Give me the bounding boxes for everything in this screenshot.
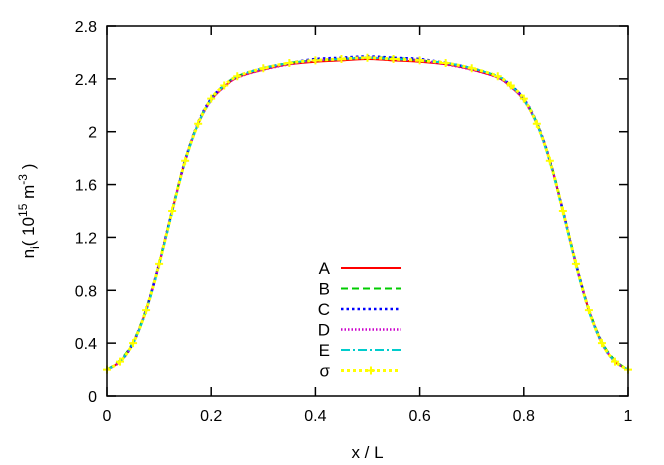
- y-tick-label: 1.2: [75, 230, 97, 247]
- y-label-subscript: i: [28, 246, 42, 249]
- data-point-marker: [311, 56, 320, 65]
- data-point-marker: [441, 59, 450, 67]
- legend-label: D: [318, 321, 330, 340]
- y-tick-label: 0: [88, 389, 97, 406]
- data-point-marker: [207, 94, 216, 103]
- data-point-marker: [129, 339, 138, 348]
- data-point-marker: [389, 55, 398, 64]
- y-tick-label: 2.4: [75, 72, 97, 89]
- y-tick-label: 2: [88, 125, 97, 142]
- data-point-marker: [116, 357, 125, 366]
- series-line-2: [106, 56, 629, 371]
- data-point-marker: [506, 81, 515, 90]
- legend-label: C: [318, 300, 330, 319]
- series-line-5: [106, 56, 629, 371]
- data-point-marker: [571, 259, 580, 268]
- y-label-base: n: [19, 249, 38, 258]
- y-label-unit: m: [19, 185, 38, 204]
- y-label-unit-close: ): [19, 164, 38, 174]
- data-point-marker: [493, 72, 502, 81]
- legend-label: B: [319, 280, 330, 299]
- data-point-marker: [610, 357, 619, 366]
- series-line-4: [106, 56, 629, 371]
- data-point-marker: [220, 81, 229, 90]
- axis-ticks: [106, 25, 629, 397]
- y-label-exponent: 15: [16, 203, 30, 217]
- x-tick-label: 0.6: [408, 408, 430, 425]
- data-point-marker: [415, 56, 424, 65]
- data-point-marker: [233, 72, 242, 81]
- data-point-marker: [532, 119, 541, 128]
- legend-marker: [367, 366, 375, 375]
- data-point-marker: [558, 207, 567, 215]
- y-label-unit-exponent: -3: [16, 174, 30, 185]
- x-axis-label: x / L: [351, 443, 383, 462]
- data-point-marker: [168, 207, 177, 215]
- plot-area: [103, 53, 632, 374]
- legend-label: σ: [320, 362, 331, 381]
- plot-frame: [106, 25, 629, 397]
- data-point-marker: [181, 156, 190, 165]
- x-tick-label: 1: [624, 408, 633, 425]
- data-point-marker: [285, 59, 294, 67]
- data-point-marker: [337, 55, 346, 64]
- legend-label: E: [319, 341, 330, 360]
- y-label-unit-open: ( 10: [19, 217, 38, 246]
- x-tick-label: 0.8: [513, 408, 535, 425]
- data-point-marker: [597, 339, 606, 348]
- x-tick-label: 0.2: [200, 408, 222, 425]
- series-line-6: [106, 56, 629, 371]
- data-point-marker: [363, 53, 372, 62]
- y-tick-label: 1.6: [75, 178, 97, 195]
- y-tick-label: 2.8: [75, 19, 97, 36]
- data-point-marker: [155, 259, 164, 268]
- data-point-marker: [194, 119, 203, 128]
- data-point-marker: [142, 306, 151, 315]
- y-axis-label: ni( 1015 m-3 ): [16, 164, 42, 259]
- data-point-marker: [545, 156, 554, 165]
- x-tick-label: 0.4: [304, 408, 326, 425]
- x-tick-label: 0: [103, 408, 112, 425]
- data-point-marker: [519, 94, 528, 103]
- series-line-3: [106, 55, 629, 371]
- series-line-1: [106, 57, 629, 371]
- y-tick-label: 0.8: [75, 283, 97, 300]
- data-point-marker: [467, 64, 476, 73]
- legend-label: A: [319, 259, 331, 278]
- data-point-marker: [259, 64, 268, 73]
- data-point-marker: [584, 306, 593, 315]
- tick-labels: 0 0.2 0.4 0.6 0.8 1 0 0.4 0.8 1.2 1.6 2 2.4 2.8: [75, 19, 633, 425]
- y-tick-label: 0.4: [75, 336, 97, 353]
